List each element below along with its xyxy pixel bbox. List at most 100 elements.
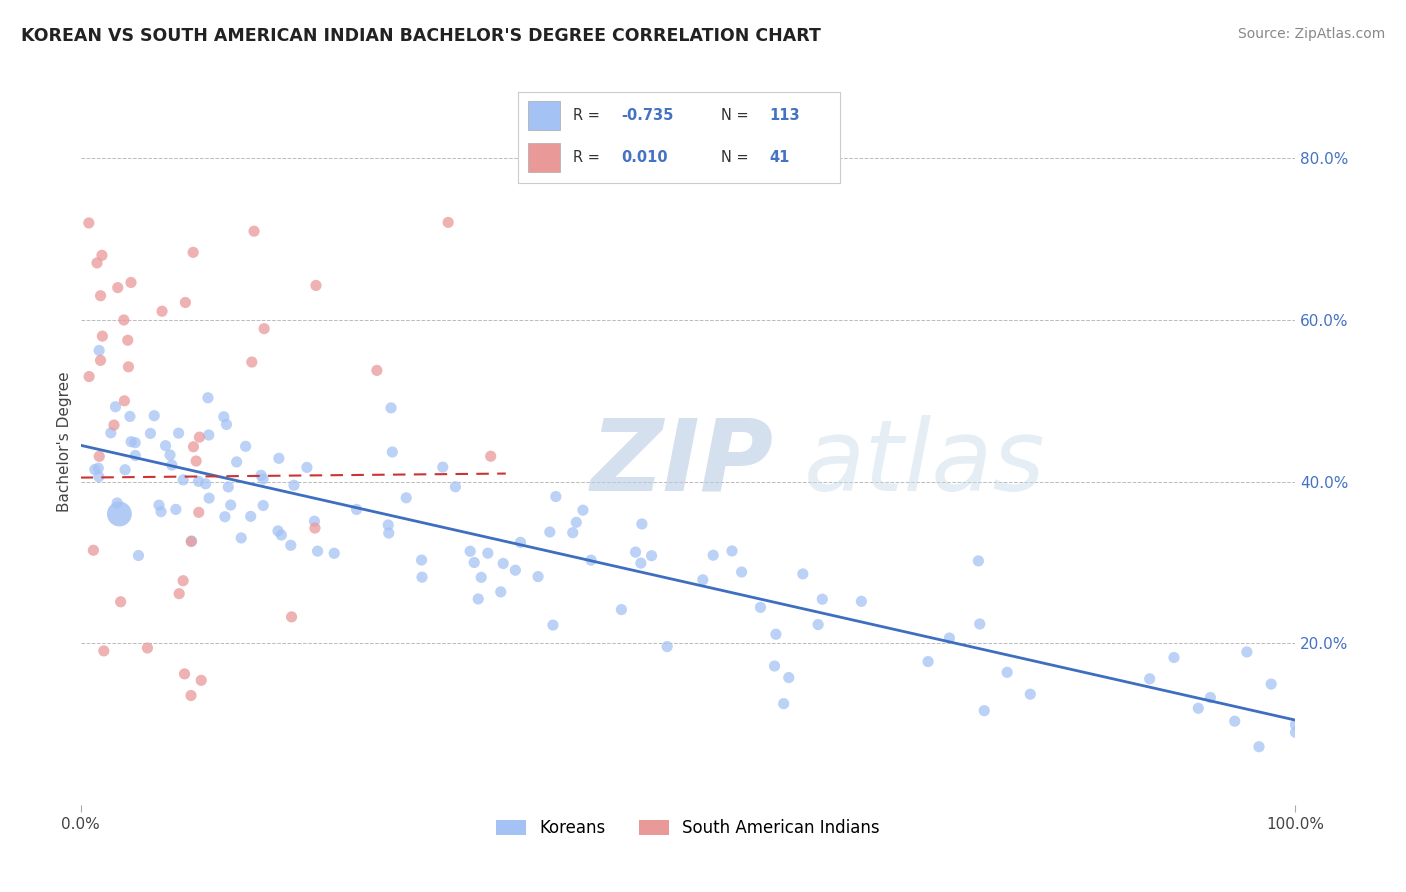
Point <box>172 473 194 487</box>
Point <box>765 627 787 641</box>
Point <box>381 445 404 459</box>
Text: ZIP: ZIP <box>591 415 773 511</box>
Point <box>114 463 136 477</box>
Point <box>93 644 115 658</box>
Point <box>188 430 211 444</box>
Point <box>378 526 401 541</box>
Point <box>184 454 207 468</box>
Point <box>89 343 111 358</box>
Point <box>973 704 995 718</box>
Y-axis label: Bachelor's Degree: Bachelor's Degree <box>58 371 72 511</box>
Point <box>640 549 662 563</box>
Point <box>1260 677 1282 691</box>
Point <box>172 574 194 588</box>
Point <box>89 450 111 464</box>
Point <box>377 518 399 533</box>
Point <box>180 534 202 549</box>
Point <box>544 490 567 504</box>
Point <box>969 617 991 632</box>
Point <box>86 256 108 270</box>
Point <box>100 425 122 440</box>
Point <box>380 401 402 415</box>
Point <box>411 570 433 584</box>
Point <box>467 591 489 606</box>
Point <box>995 665 1018 680</box>
Point <box>492 557 515 571</box>
Point <box>148 498 170 512</box>
Legend: Koreans, South American Indians: Koreans, South American Indians <box>489 813 887 844</box>
Point <box>110 595 132 609</box>
Point <box>721 544 744 558</box>
Point <box>187 505 209 519</box>
Point <box>173 666 195 681</box>
Point <box>1284 717 1306 731</box>
Point <box>103 418 125 433</box>
Point <box>1163 650 1185 665</box>
Point <box>772 697 794 711</box>
Point <box>1236 645 1258 659</box>
Point <box>304 514 326 528</box>
Point <box>139 426 162 441</box>
Point <box>77 369 100 384</box>
Point <box>1223 714 1246 729</box>
Point <box>917 655 939 669</box>
Point <box>190 673 212 688</box>
Point <box>89 353 111 368</box>
Point <box>307 544 329 558</box>
Point <box>463 556 485 570</box>
Point <box>610 602 633 616</box>
Point <box>108 507 131 521</box>
Point <box>252 499 274 513</box>
Point <box>572 503 595 517</box>
Point <box>155 439 177 453</box>
Point <box>479 449 502 463</box>
Point <box>778 671 800 685</box>
Point <box>267 524 290 538</box>
Point <box>174 295 197 310</box>
Point <box>630 556 652 570</box>
Point <box>631 516 654 531</box>
Point <box>77 216 100 230</box>
Point <box>323 546 346 560</box>
Point <box>225 455 247 469</box>
Point <box>411 553 433 567</box>
Point <box>807 617 830 632</box>
Point <box>280 538 302 552</box>
Point <box>437 215 460 229</box>
Point <box>136 640 159 655</box>
Point <box>167 426 190 441</box>
Point <box>118 409 141 424</box>
Point <box>561 525 583 540</box>
Point <box>565 516 588 530</box>
Point <box>655 640 678 654</box>
Point <box>180 533 202 548</box>
Point <box>187 475 209 489</box>
Point <box>159 448 181 462</box>
Point <box>127 549 149 563</box>
Point <box>541 618 564 632</box>
Point <box>730 565 752 579</box>
Point <box>120 276 142 290</box>
Text: KOREAN VS SOUTH AMERICAN INDIAN BACHELOR'S DEGREE CORRELATION CHART: KOREAN VS SOUTH AMERICAN INDIAN BACHELOR… <box>21 27 821 45</box>
Point <box>1187 701 1209 715</box>
Point <box>217 480 239 494</box>
Text: atlas: atlas <box>803 415 1045 511</box>
Point <box>243 224 266 238</box>
Point <box>624 545 647 559</box>
Point <box>509 535 531 549</box>
Point <box>198 491 221 505</box>
Point <box>104 400 127 414</box>
Point <box>1139 672 1161 686</box>
Point <box>346 502 368 516</box>
Point <box>181 245 204 260</box>
Point <box>477 546 499 560</box>
Point <box>90 289 112 303</box>
Point <box>280 610 302 624</box>
Point <box>692 573 714 587</box>
Point <box>1247 739 1270 754</box>
Point <box>87 461 110 475</box>
Point <box>120 434 142 449</box>
Point <box>538 524 561 539</box>
Point <box>702 548 724 562</box>
Point <box>1019 687 1042 701</box>
